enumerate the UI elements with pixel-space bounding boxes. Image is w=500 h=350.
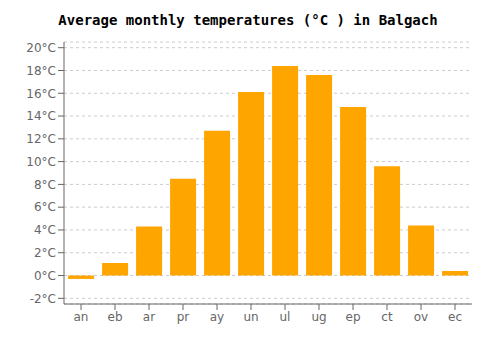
svg-text:0°C: 0°C [34,269,56,283]
svg-text:ar: ar [143,310,155,324]
svg-text:pr: pr [177,310,190,324]
svg-text:2°C: 2°C [34,246,56,260]
svg-text:ay: ay [210,310,224,324]
svg-text:6°C: 6°C [34,200,56,214]
svg-text:8°C: 8°C [34,178,56,192]
svg-text:ep: ep [346,310,361,324]
svg-text:ul: ul [280,310,291,324]
svg-text:ec: ec [448,310,462,324]
svg-text:16°C: 16°C [26,87,56,101]
svg-text:20°C: 20°C [26,41,56,55]
svg-text:ct: ct [381,310,393,324]
svg-text:18°C: 18°C [26,64,56,78]
svg-text:an: an [74,310,89,324]
svg-text:10°C: 10°C [26,155,56,169]
svg-text:ug: ug [311,310,326,324]
svg-text:-2°C: -2°C [30,292,56,306]
svg-text:12°C: 12°C [26,132,56,146]
html-text:Average monthly temperatures (: Average monthly temperatures (°C ) in Ba… [58,12,438,28]
svg-text:un: un [243,310,258,324]
svg-text:ov: ov [414,310,428,324]
svg-text:4°C: 4°C [34,223,56,237]
svg-text:eb: eb [108,310,123,324]
svg-text:14°C: 14°C [26,109,56,123]
